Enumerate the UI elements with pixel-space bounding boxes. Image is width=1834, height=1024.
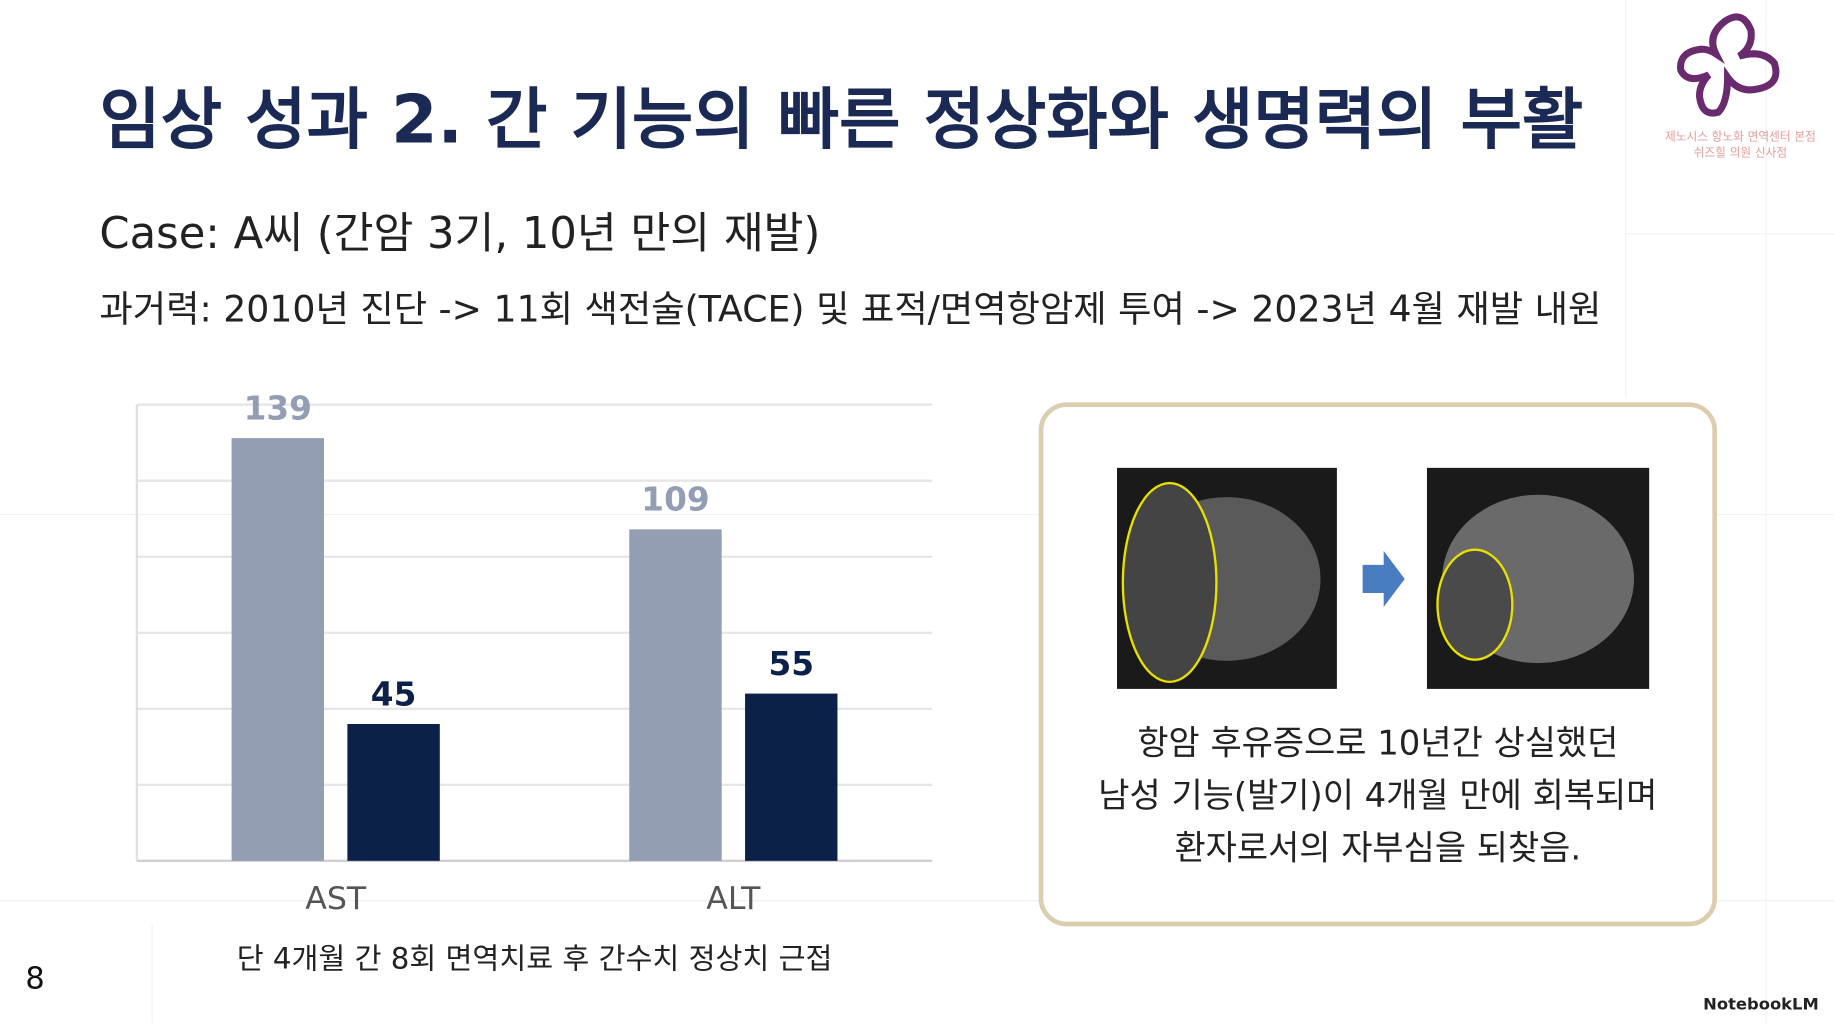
- data-label: 45: [371, 675, 417, 713]
- mri-highlight: [1436, 548, 1514, 661]
- history-text: 과거력: 2010년 진단 -> 11회 색전술(TACE) 및 표적/면역항암…: [99, 288, 1601, 331]
- data-label: 55: [768, 645, 814, 683]
- bar: [629, 529, 722, 861]
- info-panel: 항암 후유증으로 10년간 상실했던 남성 기능(발기)이 4개월 만에 회복되…: [1038, 402, 1718, 927]
- bar: [745, 693, 838, 861]
- logo-text: 제노시스 항노화 면역센터 본점: [1665, 129, 1816, 143]
- data-label: 139: [244, 389, 312, 427]
- watermark: NotebookLM: [1703, 994, 1819, 1013]
- slide-title: 임상 성과 2. 간 기능의 빠른 정상화와 생명력의 부활: [99, 81, 1583, 159]
- logo-mark: [1677, 13, 1780, 117]
- x-tick-label: AST: [305, 881, 367, 917]
- data-label: 109: [641, 481, 709, 519]
- x-tick-label: ALT: [706, 881, 761, 917]
- chart-caption: 단 4개월 간 8회 면역치료 후 간수치 정상치 근접: [237, 941, 833, 975]
- bar-chart: AST 139 45 ALT 109 55: [135, 389, 933, 917]
- logo: 제노시스 항노화 면역센터 본점 쉬즈힐 의원 신사점: [1665, 13, 1816, 160]
- bar: [347, 723, 440, 861]
- panel-text: 환자로서의 자부심을 되찾음.: [1174, 829, 1581, 868]
- bar: [231, 438, 325, 861]
- page-number: 8: [25, 961, 44, 996]
- mri-highlight: [1121, 481, 1218, 684]
- panel-text: 남성 기능(발기)이 4개월 만에 회복되며: [1098, 776, 1657, 815]
- panel-text: 항암 후유증으로 10년간 상실했던: [1137, 723, 1618, 762]
- case-text: Case: A씨 (간암 3기, 10년 만의 재발): [99, 209, 820, 259]
- logo-text: 쉬즈힐 의원 신사점: [1694, 146, 1787, 160]
